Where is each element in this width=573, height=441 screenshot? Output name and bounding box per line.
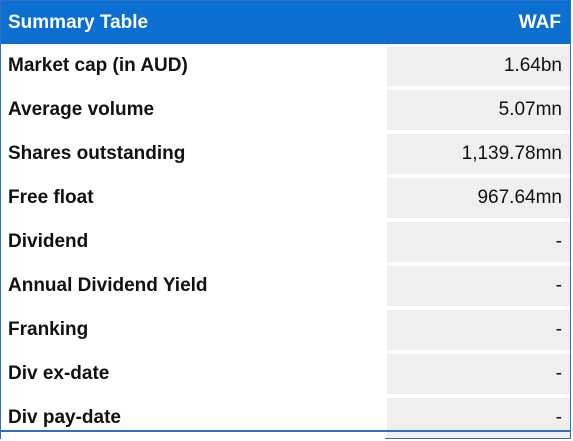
row-value: -	[387, 266, 570, 306]
row-label: Franking	[1, 308, 385, 352]
row-label: Annual Dividend Yield	[1, 264, 385, 308]
table-row: Annual Dividend Yield -	[1, 264, 570, 308]
row-value: -	[387, 398, 570, 438]
table-row: Average volume 5.07mn	[1, 88, 570, 132]
row-label: Average volume	[1, 88, 385, 132]
ticker-label: WAF	[518, 11, 561, 33]
table-row: Market cap (in AUD) 1.64bn	[1, 44, 570, 88]
table-title: Summary Table	[8, 11, 149, 33]
table-row: Dividend -	[1, 220, 570, 264]
row-label: Free float	[1, 176, 385, 220]
row-value: -	[387, 354, 570, 394]
row-label: Div pay-date	[1, 396, 385, 440]
table-row: Franking -	[1, 308, 570, 352]
table-row: Free float 967.64mn	[1, 176, 570, 220]
table-header: Summary Table WAF	[1, 1, 570, 44]
row-value: 1,139.78mn	[387, 134, 570, 174]
table-row: Div pay-date -	[1, 396, 570, 440]
row-label: Shares outstanding	[1, 132, 385, 176]
row-value: -	[387, 222, 570, 262]
row-value: 5.07mn	[387, 90, 570, 130]
table-row: Shares outstanding 1,139.78mn	[1, 132, 570, 176]
row-value: 967.64mn	[387, 178, 570, 218]
row-value: 1.64bn	[387, 46, 570, 86]
row-label: Dividend	[1, 220, 385, 264]
row-label: Div ex-date	[1, 352, 385, 396]
table-row: Div ex-date -	[1, 352, 570, 396]
row-label: Market cap (in AUD)	[1, 44, 385, 88]
row-value: -	[387, 310, 570, 350]
bottom-divider	[1, 430, 570, 432]
